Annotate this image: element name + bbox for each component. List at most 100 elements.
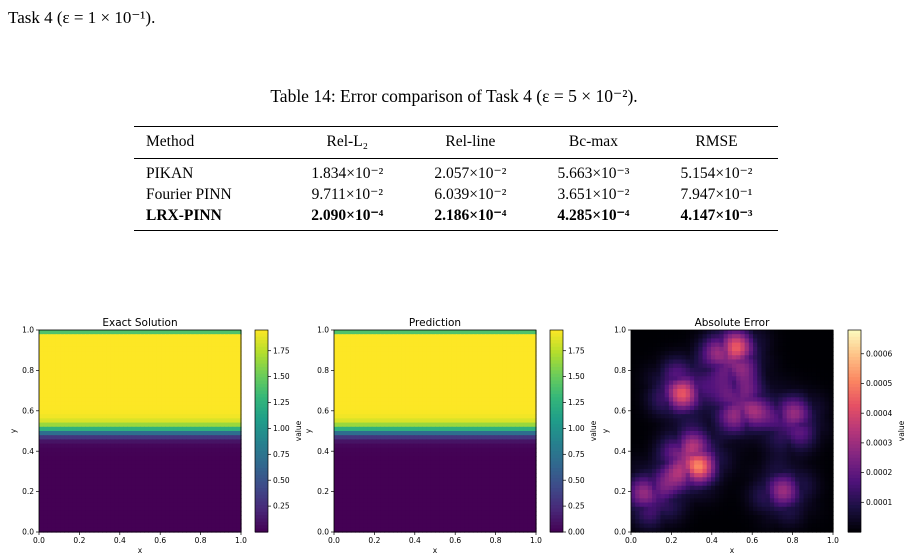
- heatmap-cell: [177, 506, 183, 512]
- heatmap-cell: [47, 384, 53, 390]
- heatmap-cell: [215, 346, 221, 352]
- heatmap-cell: [194, 447, 200, 453]
- heatmap-cell: [219, 502, 225, 508]
- heatmap-cell: [489, 384, 495, 390]
- heatmap-cell: [81, 414, 86, 419]
- heatmap-cell: [148, 431, 154, 436]
- heatmap-cell: [376, 443, 381, 449]
- heatmap-cell: [489, 334, 495, 340]
- value-cell: 2.186×10⁻⁴: [434, 207, 507, 224]
- heatmap-cell: [506, 342, 512, 348]
- colorbar-segment: [550, 400, 563, 405]
- heatmap-cell: [493, 439, 499, 445]
- heatmap-cell: [367, 355, 373, 361]
- heatmap-cell: [173, 519, 179, 525]
- heatmap-cell: [514, 515, 520, 520]
- heatmap-cell: [232, 502, 238, 508]
- colorbar-segment: [550, 461, 563, 466]
- heatmap-cell: [430, 515, 436, 520]
- heatmap-cell: [464, 367, 470, 373]
- heatmap-cell: [232, 515, 238, 520]
- heatmap-cell: [367, 489, 373, 495]
- heatmap-cell: [485, 473, 491, 478]
- heatmap-cell: [173, 527, 179, 533]
- heatmap-cell: [135, 498, 141, 504]
- heatmap-cell: [89, 422, 95, 428]
- heatmap-cell: [430, 393, 436, 398]
- heatmap-cell: [481, 473, 487, 478]
- heatmap-cell: [502, 468, 508, 474]
- heatmap-cell: [68, 422, 74, 428]
- heatmap-cell: [660, 330, 666, 335]
- heatmap-cell: [367, 523, 373, 529]
- colorbar-segment: [550, 501, 563, 506]
- heatmap-cell: [422, 359, 428, 365]
- heatmap-cell: [384, 464, 390, 470]
- heatmap-cell: [485, 498, 491, 504]
- heatmap-cell: [110, 376, 116, 382]
- heatmap-cell: [477, 355, 482, 361]
- heatmap-cell: [451, 422, 457, 428]
- heatmap-cell: [388, 405, 394, 411]
- heatmap-cell: [363, 338, 369, 344]
- heatmap-cell: [144, 439, 150, 445]
- heatmap-cell: [451, 346, 457, 352]
- heatmap-cell: [55, 355, 61, 361]
- y-tick-label: 0.2: [317, 487, 329, 496]
- heatmap-cell: [152, 502, 158, 508]
- heatmap-cell: [664, 330, 670, 335]
- heatmap-cell: [468, 527, 474, 533]
- heatmap-cell: [388, 414, 394, 419]
- heatmap-cell: [392, 401, 398, 407]
- heatmap-cell: [161, 338, 166, 344]
- heatmap-cell: [790, 334, 796, 340]
- heatmap-cell: [456, 506, 461, 512]
- heatmap-cell: [413, 435, 419, 441]
- heatmap-cell: [485, 384, 491, 390]
- heatmap-cell: [443, 447, 449, 453]
- heatmap-cell: [409, 388, 415, 394]
- heatmap-cell: [397, 405, 402, 411]
- heatmap-cell: [477, 460, 482, 466]
- heatmap-cell: [388, 393, 394, 398]
- heatmap-cell: [359, 359, 365, 365]
- heatmap-cell: [460, 435, 466, 441]
- plot-frame: [38, 329, 242, 533]
- heatmap-cell: [39, 414, 44, 419]
- heatmap-cell: [156, 405, 162, 411]
- heatmap-cell: [211, 346, 217, 352]
- heatmap-cell: [498, 447, 503, 453]
- heatmap-cell: [413, 338, 419, 344]
- heatmap-cell: [392, 439, 398, 445]
- heatmap-cell: [85, 515, 91, 520]
- heatmap-cell: [60, 426, 65, 432]
- heatmap-cell: [376, 452, 381, 457]
- heatmap-cell: [55, 464, 61, 470]
- heatmap-cell: [439, 506, 445, 512]
- heatmap-cell: [144, 334, 150, 340]
- heatmap-cell: [468, 388, 474, 394]
- heatmap-cell: [173, 355, 179, 361]
- heatmap-cell: [47, 376, 53, 382]
- heatmap-cell: [60, 481, 65, 487]
- heatmap-cell: [753, 330, 758, 335]
- heatmap-cell: [194, 384, 200, 390]
- heatmap-cell: [203, 477, 208, 483]
- heatmap-cell: [68, 388, 74, 394]
- heatmap-cell: [39, 477, 44, 483]
- heatmap-cell: [502, 447, 508, 453]
- heatmap-cell: [460, 485, 466, 491]
- heatmap-cell: [110, 346, 116, 352]
- heatmap-cell: [224, 460, 229, 466]
- heatmap-cell: [228, 452, 234, 457]
- heatmap-cell: [531, 489, 537, 495]
- heatmap-cell: [156, 351, 162, 356]
- heatmap-cell: [363, 397, 369, 403]
- heatmap-cell: [55, 460, 61, 466]
- heatmap-cell: [405, 502, 411, 508]
- heatmap-cell: [468, 443, 474, 449]
- heatmap-cell: [39, 473, 44, 478]
- heatmap-cell: [85, 431, 91, 436]
- x-tick-label: 0.4: [114, 536, 126, 545]
